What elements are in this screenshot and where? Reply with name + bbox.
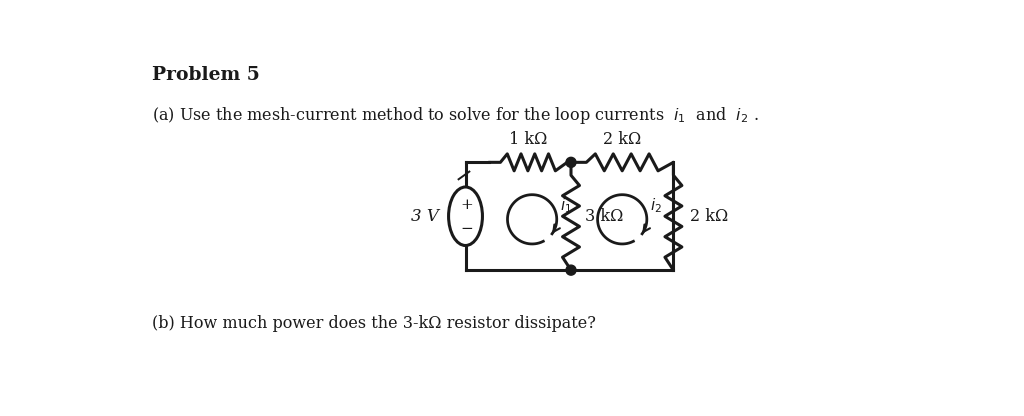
Text: −: −: [460, 222, 473, 235]
Circle shape: [566, 157, 577, 167]
Circle shape: [566, 265, 577, 275]
Text: 3 kΩ: 3 kΩ: [585, 208, 624, 225]
Text: (b) How much power does the 3-kΩ resistor dissipate?: (b) How much power does the 3-kΩ resisto…: [153, 315, 596, 332]
Text: Problem 5: Problem 5: [153, 66, 260, 84]
Text: $i_2$: $i_2$: [650, 196, 662, 215]
Text: +: +: [460, 198, 473, 213]
Text: 2 kΩ: 2 kΩ: [690, 208, 729, 225]
Text: 2 kΩ: 2 kΩ: [603, 131, 641, 149]
Text: 1 kΩ: 1 kΩ: [509, 131, 547, 149]
Text: 3 V: 3 V: [412, 208, 439, 225]
Text: $i_1$: $i_1$: [560, 196, 571, 215]
Text: (a) Use the mesh-current method to solve for the loop currents  $i_1$  and  $i_2: (a) Use the mesh-current method to solve…: [153, 104, 759, 126]
